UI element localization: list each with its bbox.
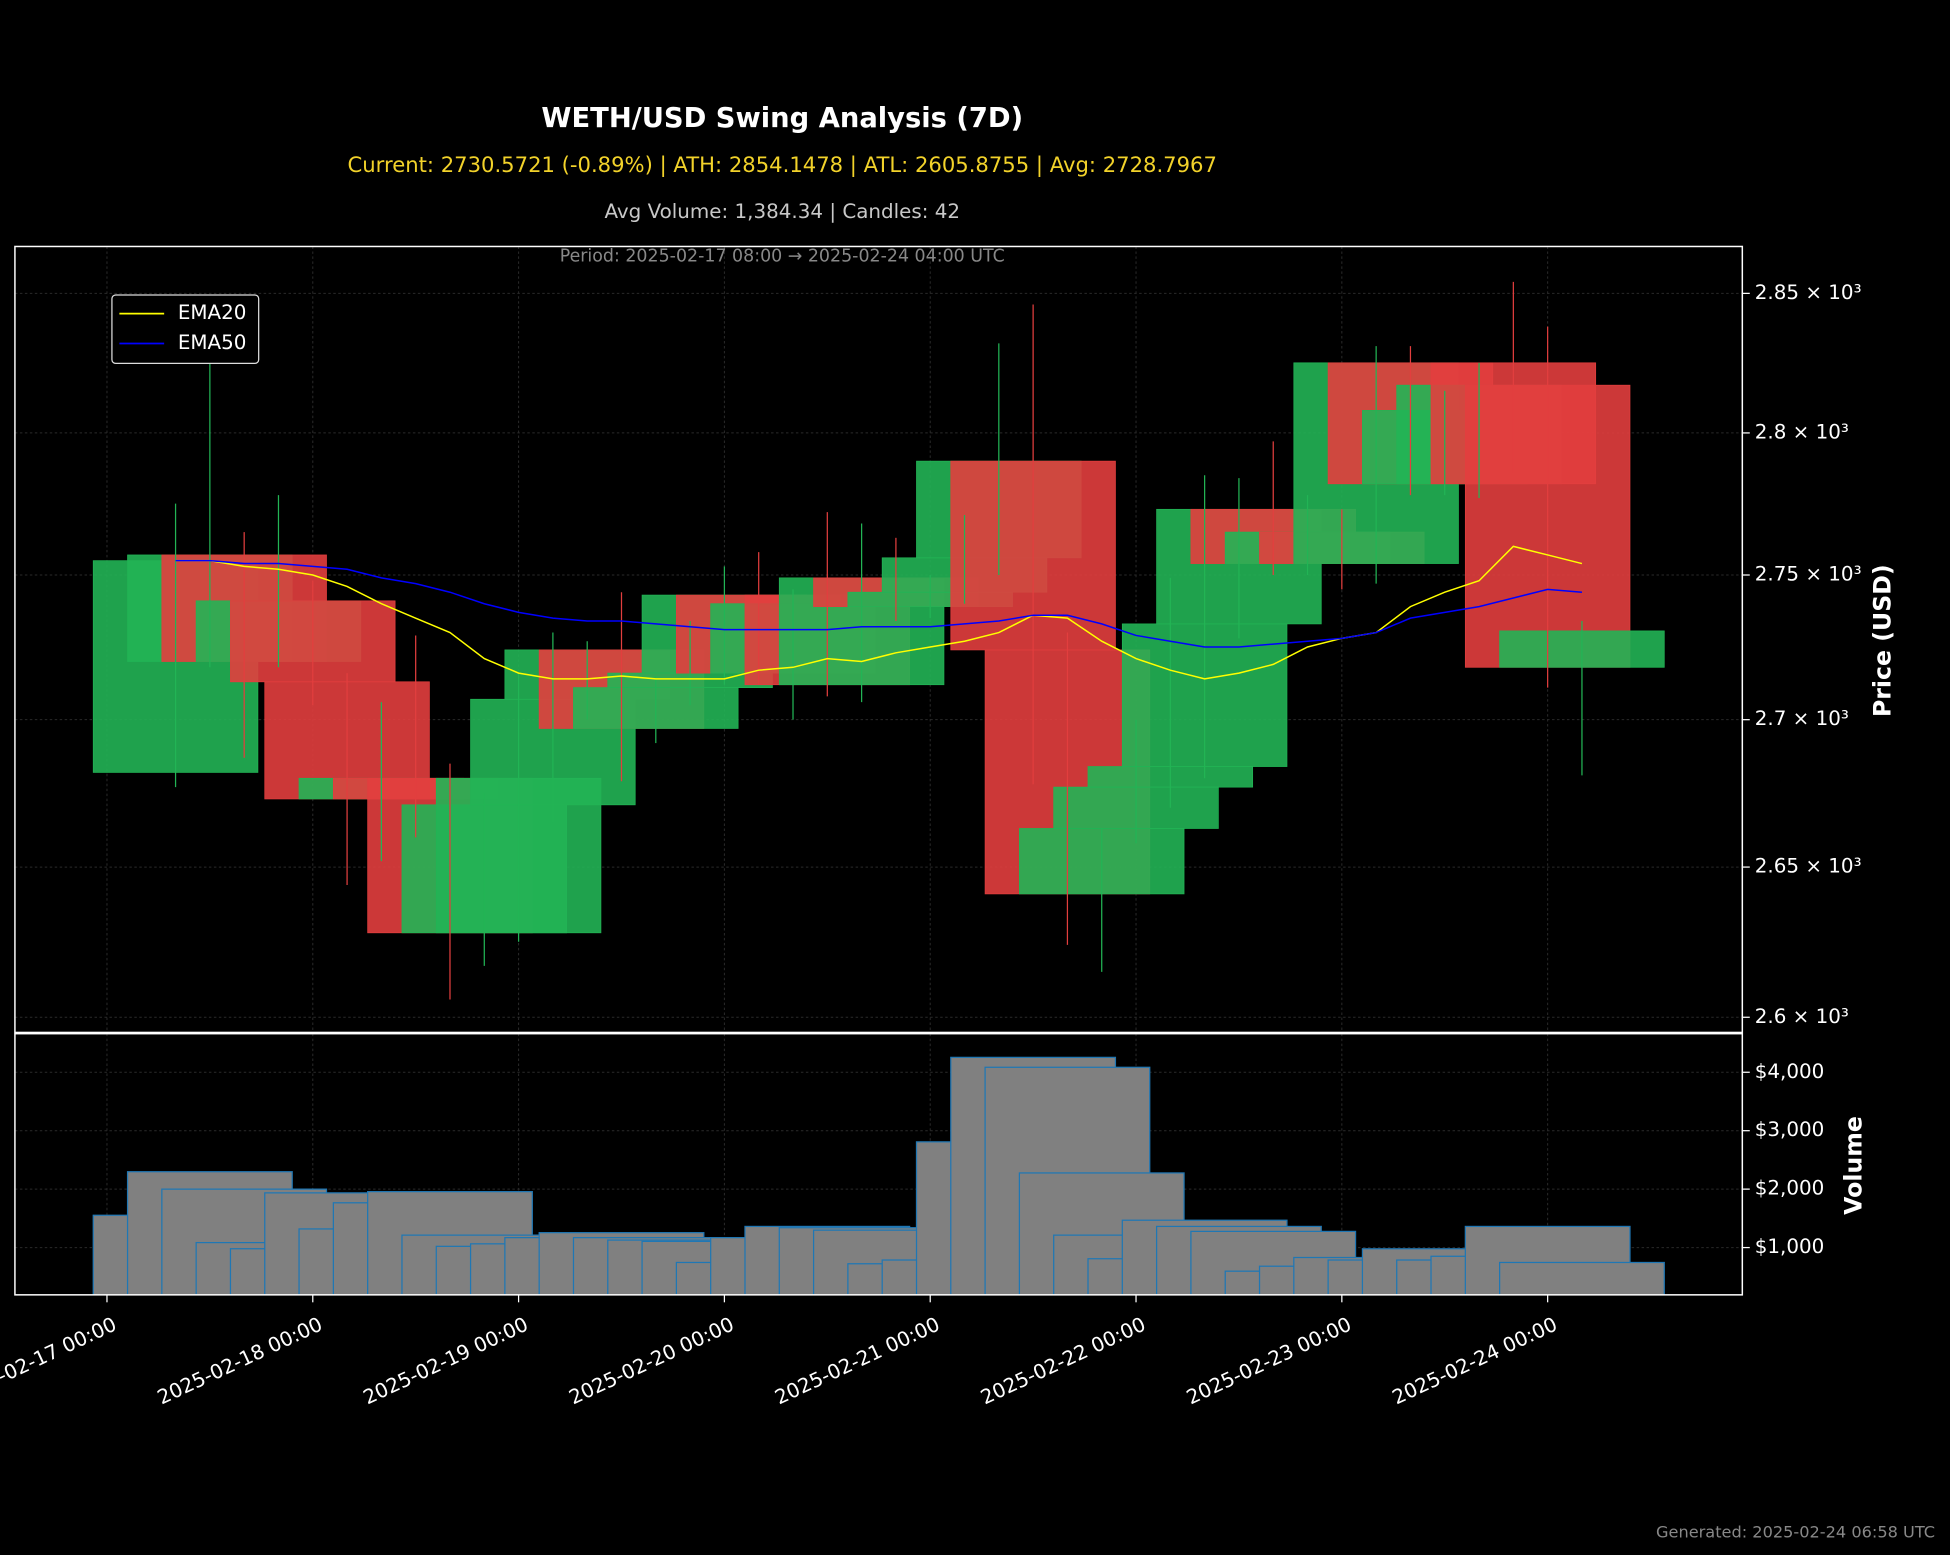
y-tick-label: $3,000 [1755,1118,1825,1141]
price-frame [14,245,1744,1034]
y-tick-label: 2.8 × 10³ [1755,420,1849,443]
legend-box [111,294,260,364]
volume-axis-label: Volume [1840,1116,1868,1215]
info: Avg Volume: 1,384.34 | Candles: 42 [604,200,960,223]
y-tick-label: $2,000 [1755,1177,1825,1200]
y-tick-label: 2.75 × 10³ [1755,563,1862,586]
y-tick-label: 2.7 × 10³ [1755,707,1849,730]
y-tick-label: $1,000 [1755,1235,1825,1258]
legend-label: EMA50 [178,331,247,354]
volume-panel [14,1033,1743,1295]
volume-bar [1499,1261,1665,1295]
y-tick-label: 2.6 × 10³ [1755,1005,1849,1028]
y-tick-label: 2.85 × 10³ [1755,281,1862,304]
volume-frame [14,1032,1744,1296]
y-tick-label: $4,000 [1755,1060,1825,1083]
period: Period: 2025-02-17 08:00 → 2025-02-24 04… [560,246,1005,266]
ema-line [175,559,1583,648]
chart-title: WETH/USD Swing Analysis (7D) [541,103,1023,134]
y-axis-label: Price (USD) [1868,564,1896,717]
price-panel [14,246,1743,1033]
legend-label: EMA20 [178,301,247,324]
legend: EMA20 EMA50 [111,294,260,364]
footer: Generated: 2025-02-24 06:58 UTC [1656,1522,1935,1541]
y-tick-label: 2.65 × 10³ [1755,855,1862,878]
subtitle: Current: 2730.5721 (-0.89%) | ATH: 2854.… [348,152,1217,178]
